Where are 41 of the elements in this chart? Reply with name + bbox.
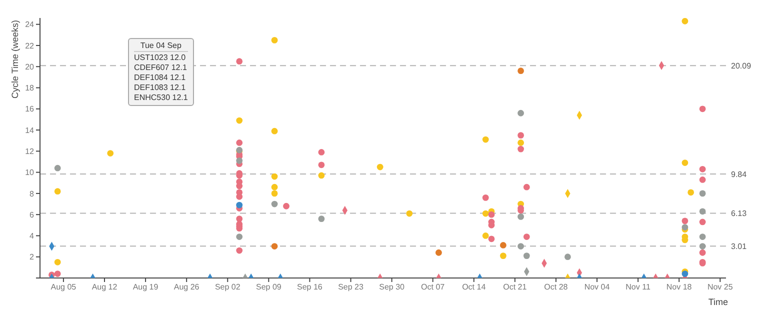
x-tick-label: Aug 26 bbox=[174, 282, 200, 292]
x-tick-label: Nov 18 bbox=[666, 282, 692, 292]
y-tick-label: 20 bbox=[25, 62, 35, 72]
annotation: ENHC530 12.1 bbox=[134, 93, 188, 103]
x-axis-title: Time bbox=[708, 297, 728, 307]
y-axis-title: Cycle Time (weeks) bbox=[10, 20, 20, 99]
annotation: Tue 04 Sep bbox=[134, 41, 188, 52]
ref-line-label: 20.09 bbox=[731, 62, 752, 71]
x-tick-label: Aug 19 bbox=[132, 282, 159, 292]
y-tick-label: 6 bbox=[30, 210, 35, 220]
x-tick-label: Oct 28 bbox=[544, 282, 568, 292]
y-tick-label: 16 bbox=[25, 104, 35, 114]
y-tick-label: 4 bbox=[30, 232, 35, 241]
y-tick-label: 18 bbox=[25, 84, 35, 93]
x-tick-label: Aug 05 bbox=[50, 282, 77, 292]
annotation: UST1023 12.0 bbox=[134, 53, 187, 63]
x-tick-label: Sep 16 bbox=[297, 282, 323, 292]
ref-line-label: 3.01 bbox=[731, 242, 748, 252]
x-tick-label: Oct 21 bbox=[503, 282, 528, 292]
y-tick-label: 24 bbox=[25, 20, 35, 30]
y-tick-label: 8 bbox=[30, 189, 35, 198]
ref-line-label: 6.13 bbox=[731, 209, 748, 218]
y-tick-label: 10 bbox=[25, 168, 35, 178]
ref-line-label: 9.84 bbox=[731, 170, 748, 179]
annotation: CDEF607 12.1 bbox=[134, 63, 188, 73]
y-tick-label: 2 bbox=[30, 252, 35, 262]
x-tick-label: Aug 12 bbox=[92, 282, 118, 292]
annotation: DEF1083 12.1 bbox=[134, 83, 187, 93]
x-tick-label: Sep 09 bbox=[256, 282, 282, 292]
x-tick-label: Oct 14 bbox=[462, 282, 486, 292]
x-tick-label: Sep 02 bbox=[214, 282, 241, 292]
y-tick-label: 12 bbox=[25, 147, 35, 156]
x-tick-label: Sep 30 bbox=[379, 282, 406, 292]
y-tick-label: 14 bbox=[25, 126, 35, 135]
x-tick-label: Nov 11 bbox=[626, 282, 651, 292]
annotation: DEF1084 12.1 bbox=[134, 73, 187, 83]
y-tick-label: 22 bbox=[25, 41, 35, 50]
x-tick-label: Sep 23 bbox=[338, 282, 364, 292]
x-tick-label: Nov 04 bbox=[584, 282, 610, 292]
x-tick-label: Oct 07 bbox=[421, 282, 446, 292]
x-tick-label: Nov 25 bbox=[707, 282, 734, 292]
